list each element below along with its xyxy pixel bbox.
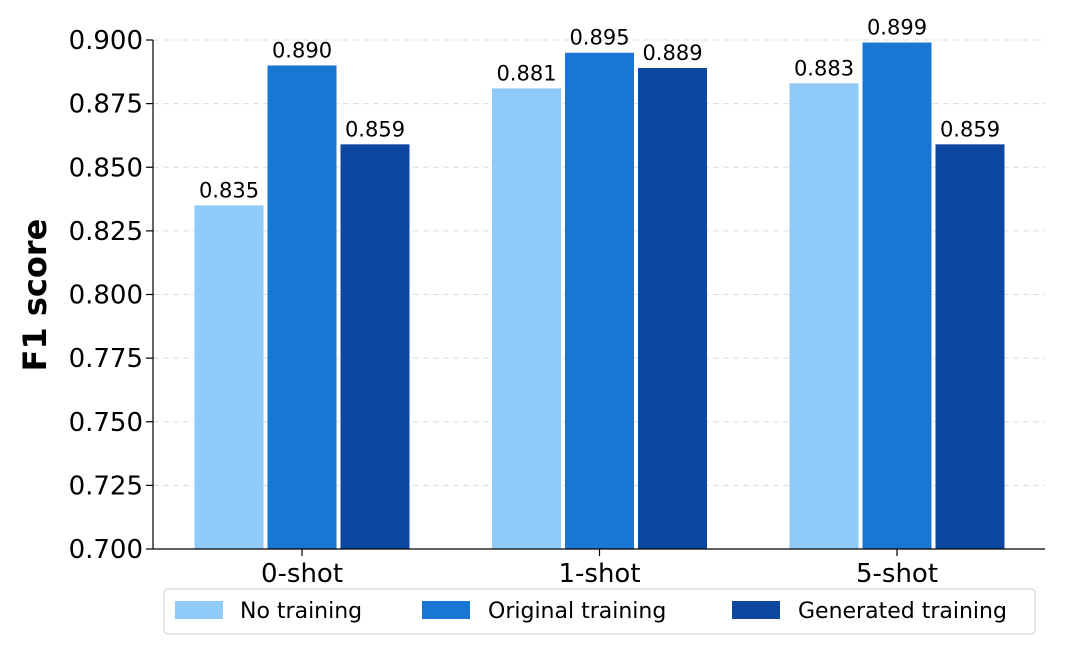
bars [194, 42, 1005, 550]
bar [862, 42, 932, 550]
bar-value-label: 0.889 [642, 41, 702, 65]
y-axis-label: F1 score [16, 219, 54, 372]
y-tick-label: 0.750 [69, 408, 143, 438]
legend-swatch [175, 601, 223, 619]
bar [565, 52, 634, 549]
y-tick-label: 0.850 [69, 153, 143, 183]
y-ticks: 0.700 0.725 0.750 0.775 0.800 0.825 0.850 0.875… [69, 26, 153, 565]
bar-value-label: 0.881 [496, 61, 556, 85]
legend-label: No training [240, 599, 362, 624]
legend: No training Original training Generated tr… [163, 588, 1036, 635]
bar-value-label: 0.883 [794, 56, 854, 80]
bar-value-label: 0.899 [867, 16, 927, 40]
bar-value-label: 0.859 [940, 117, 1000, 141]
x-tick-label: 0-shot [261, 559, 343, 589]
bar-value-label: 0.835 [199, 178, 259, 202]
bar [267, 65, 337, 549]
bar-value-label: 0.890 [272, 38, 332, 62]
legend-label: Generated training [798, 599, 1007, 624]
y-tick-label: 0.700 [69, 535, 143, 565]
legend-swatch [422, 601, 470, 619]
y-tick-label: 0.800 [69, 281, 143, 311]
bar [638, 67, 707, 550]
x-ticks: 0-shot 1-shot 5-shot [261, 549, 938, 589]
y-tick-label: 0.725 [69, 471, 143, 501]
x-tick-label: 5-shot [856, 559, 938, 589]
y-tick-label: 0.875 [69, 90, 143, 120]
y-tick-label: 0.775 [69, 344, 143, 374]
value-labels: 0.835 0.890 0.859 0.881 0.895 0.889 0.883 0.899… [199, 16, 1000, 203]
y-tick-label: 0.900 [69, 26, 143, 56]
bar-value-label: 0.859 [345, 117, 405, 141]
legend-frame [163, 588, 1036, 635]
bar [194, 205, 264, 550]
bar [935, 144, 1005, 549]
x-tick-label: 1-shot [558, 559, 640, 589]
y-tick-label: 0.825 [69, 217, 143, 247]
bar [789, 83, 859, 549]
bar-value-label: 0.895 [569, 26, 629, 50]
bar [340, 144, 410, 549]
legend-swatch [732, 601, 780, 619]
bar [492, 88, 561, 549]
legend-label: Original training [488, 599, 666, 624]
